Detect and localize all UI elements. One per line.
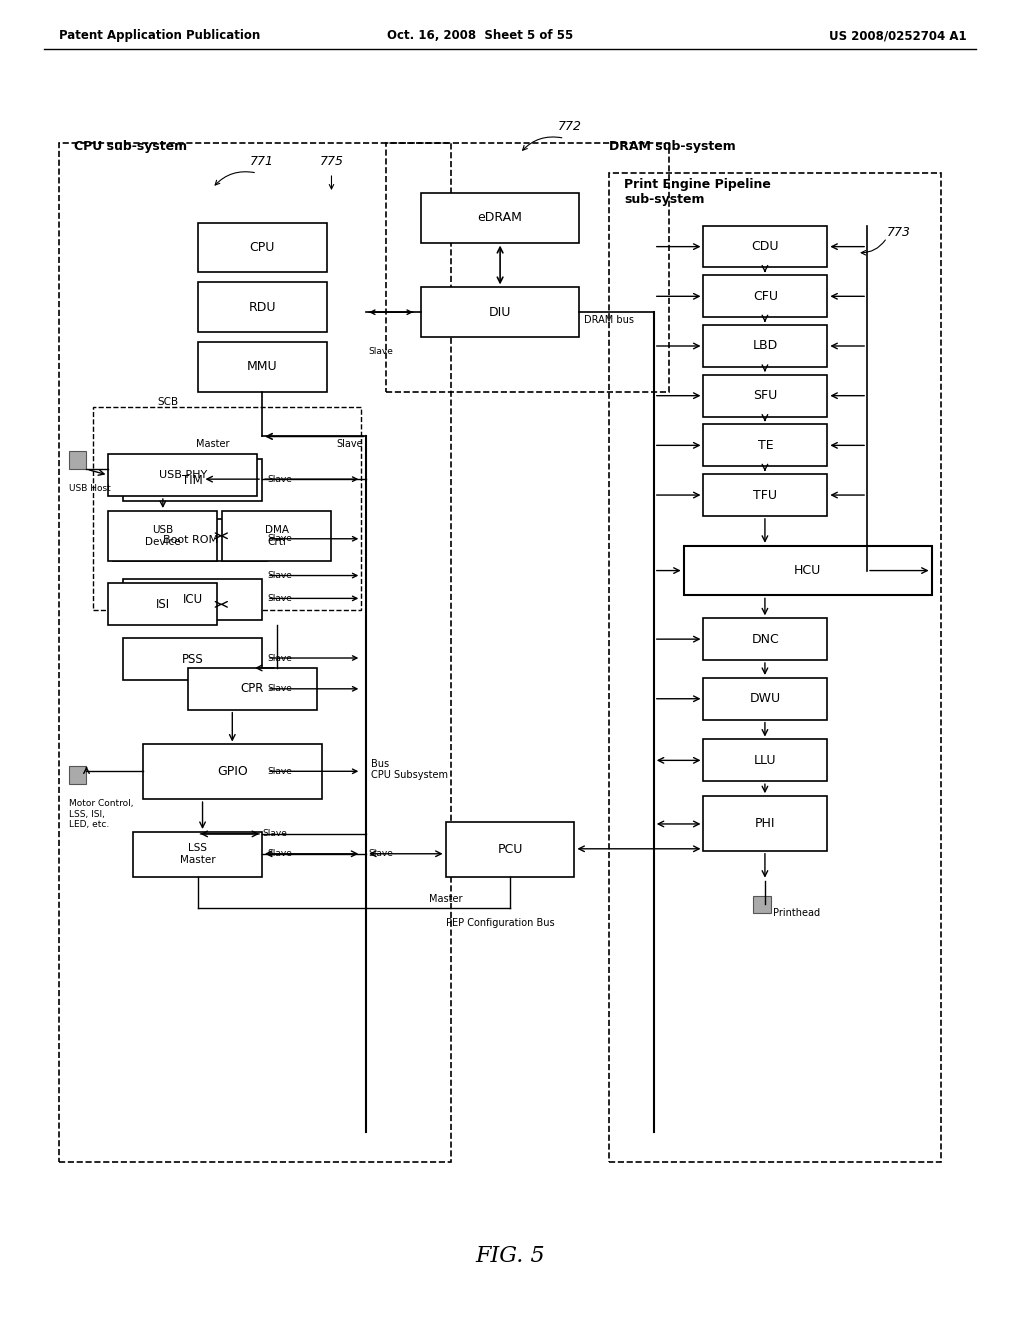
FancyBboxPatch shape: [109, 511, 217, 561]
FancyBboxPatch shape: [684, 545, 932, 595]
FancyBboxPatch shape: [123, 459, 262, 502]
Text: MMU: MMU: [247, 360, 278, 374]
Text: Slave: Slave: [267, 849, 292, 858]
FancyBboxPatch shape: [123, 638, 262, 680]
Text: 771: 771: [250, 156, 274, 168]
FancyBboxPatch shape: [703, 796, 827, 851]
Text: ICU: ICU: [182, 593, 203, 606]
Text: ISI: ISI: [156, 598, 170, 611]
Text: Slave: Slave: [267, 653, 292, 663]
Text: 775: 775: [319, 156, 343, 168]
FancyBboxPatch shape: [703, 678, 827, 719]
FancyBboxPatch shape: [187, 668, 316, 710]
Text: CPU sub-system: CPU sub-system: [74, 140, 186, 153]
FancyBboxPatch shape: [198, 342, 327, 392]
Text: DMA
Crtl: DMA Crtl: [265, 525, 289, 546]
Text: DRAM bus: DRAM bus: [585, 315, 635, 325]
Text: TFU: TFU: [754, 488, 777, 502]
FancyBboxPatch shape: [198, 223, 327, 272]
Text: Slave: Slave: [267, 475, 292, 483]
Text: USB
Device: USB Device: [145, 525, 180, 546]
FancyBboxPatch shape: [421, 193, 580, 243]
Text: PCU: PCU: [498, 842, 522, 855]
Text: LSS
Master: LSS Master: [180, 843, 215, 865]
Text: TE: TE: [758, 438, 773, 451]
Text: USB Host: USB Host: [69, 484, 111, 494]
Text: CPU: CPU: [250, 242, 274, 255]
FancyBboxPatch shape: [109, 583, 217, 626]
Text: Slave: Slave: [267, 767, 292, 776]
Text: eDRAM: eDRAM: [477, 211, 522, 224]
Text: TIM: TIM: [182, 474, 203, 487]
Text: SFU: SFU: [754, 389, 777, 403]
Text: Master: Master: [196, 440, 229, 449]
Text: Print Engine Pipeline
sub-system: Print Engine Pipeline sub-system: [624, 178, 771, 206]
Text: Slave: Slave: [267, 572, 292, 579]
Text: GPIO: GPIO: [217, 766, 248, 779]
Text: Slave: Slave: [337, 440, 364, 449]
Text: LLU: LLU: [754, 754, 776, 767]
FancyBboxPatch shape: [109, 454, 257, 496]
FancyBboxPatch shape: [69, 451, 86, 469]
FancyBboxPatch shape: [703, 276, 827, 317]
Text: Slave: Slave: [369, 849, 393, 858]
FancyBboxPatch shape: [753, 895, 771, 913]
FancyBboxPatch shape: [114, 519, 267, 561]
FancyBboxPatch shape: [69, 767, 86, 784]
Text: DIU: DIU: [488, 306, 511, 318]
FancyBboxPatch shape: [703, 739, 827, 781]
Text: Patent Application Publication: Patent Application Publication: [58, 29, 260, 42]
Text: CDU: CDU: [752, 240, 779, 253]
Text: SCB: SCB: [158, 396, 178, 407]
FancyBboxPatch shape: [123, 578, 262, 620]
Text: Slave: Slave: [267, 535, 292, 544]
FancyBboxPatch shape: [133, 832, 262, 876]
Text: RDU: RDU: [248, 301, 275, 314]
FancyBboxPatch shape: [222, 511, 332, 561]
Text: PHI: PHI: [755, 817, 775, 830]
Text: CPR: CPR: [241, 682, 264, 696]
Text: DNC: DNC: [752, 632, 779, 645]
Text: LBD: LBD: [753, 339, 778, 352]
FancyBboxPatch shape: [445, 822, 574, 876]
FancyBboxPatch shape: [198, 282, 327, 333]
Text: Bus
CPU Subsystem: Bus CPU Subsystem: [371, 759, 449, 780]
Text: USB PHY: USB PHY: [159, 470, 207, 480]
Text: Slave: Slave: [267, 684, 292, 693]
Text: PSS: PSS: [181, 652, 204, 665]
Text: 773: 773: [887, 226, 911, 239]
Text: Slave: Slave: [267, 594, 292, 603]
Text: Oct. 16, 2008  Sheet 5 of 55: Oct. 16, 2008 Sheet 5 of 55: [387, 29, 573, 42]
FancyBboxPatch shape: [421, 288, 580, 337]
Text: Printhead: Printhead: [773, 908, 820, 919]
Text: CFU: CFU: [753, 290, 778, 302]
Text: DWU: DWU: [750, 692, 781, 705]
FancyBboxPatch shape: [703, 325, 827, 367]
Text: DRAM sub-system: DRAM sub-system: [609, 140, 736, 153]
Text: Boot ROM: Boot ROM: [163, 535, 218, 545]
Text: PEP Configuration Bus: PEP Configuration Bus: [445, 919, 554, 928]
Text: Slave: Slave: [262, 829, 287, 838]
Text: US 2008/0252704 A1: US 2008/0252704 A1: [828, 29, 967, 42]
Text: 772: 772: [557, 120, 582, 133]
Text: FIG. 5: FIG. 5: [475, 1245, 545, 1267]
Text: Master: Master: [429, 894, 462, 903]
FancyBboxPatch shape: [703, 618, 827, 660]
FancyBboxPatch shape: [143, 744, 322, 799]
Text: HCU: HCU: [794, 564, 821, 577]
Text: Slave: Slave: [369, 347, 393, 356]
FancyBboxPatch shape: [703, 425, 827, 466]
FancyBboxPatch shape: [703, 375, 827, 417]
Text: Motor Control,
LSS, ISI,
LED, etc.: Motor Control, LSS, ISI, LED, etc.: [69, 799, 133, 829]
FancyBboxPatch shape: [703, 474, 827, 516]
FancyBboxPatch shape: [703, 226, 827, 268]
